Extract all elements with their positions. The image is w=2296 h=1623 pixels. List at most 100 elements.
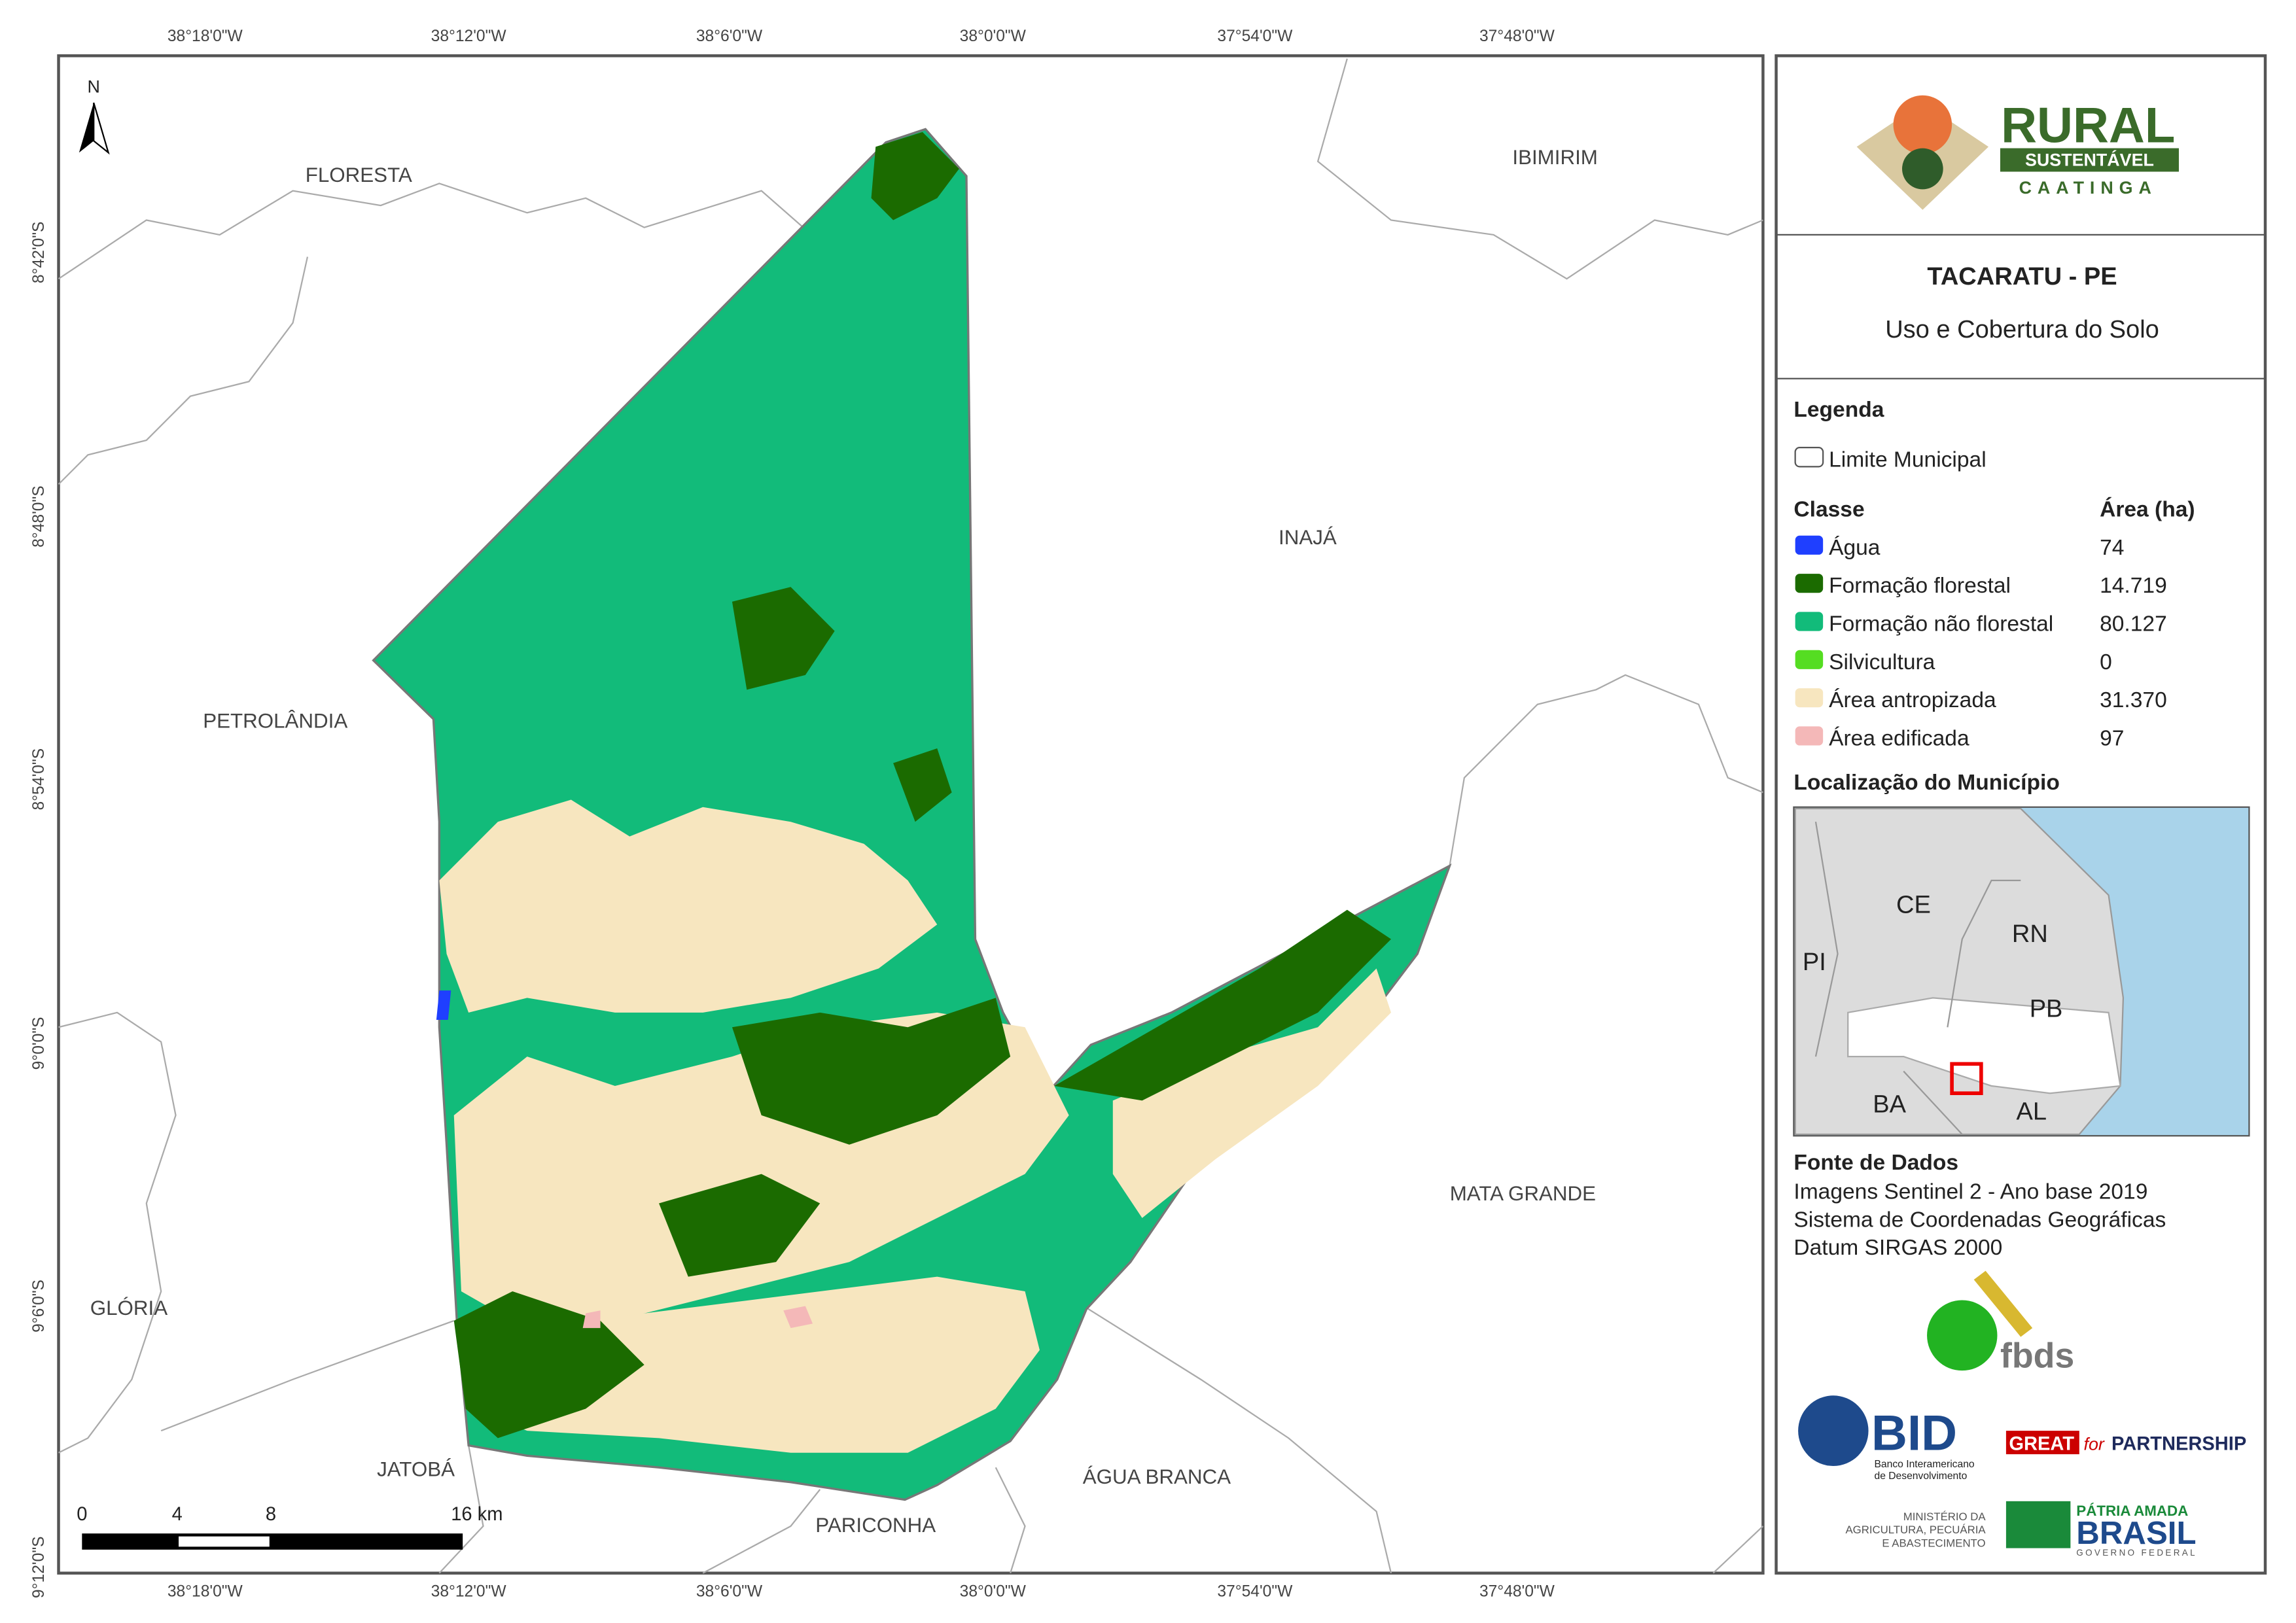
- ministry-text: E ABASTECIMENTO: [1882, 1537, 1985, 1549]
- place-label: MATA GRANDE: [1450, 1182, 1596, 1205]
- brasil-text: PÁTRIA AMADA: [2076, 1503, 2188, 1519]
- place-label: JATOBÁ: [377, 1458, 455, 1481]
- place-label: FLORESTA: [306, 164, 412, 186]
- land-cover: [436, 131, 1391, 1453]
- sources-line: Sistema de Coordenadas Geográficas: [1793, 1208, 2166, 1232]
- great-text: GREAT: [2009, 1433, 2074, 1454]
- bid-name: Banco Interamericano: [1874, 1459, 1974, 1470]
- legend-swatch: [1795, 726, 1824, 746]
- legend-area: 97: [2100, 727, 2124, 751]
- ministry-text: AGRICULTURA, PECUÁRIA: [1845, 1524, 1986, 1536]
- scale-label: 8: [266, 1504, 276, 1525]
- lon-tick: 38°6'0"W: [696, 27, 763, 45]
- legend-area: 74: [2100, 536, 2124, 560]
- lon-tick: 38°0'0"W: [960, 1583, 1027, 1601]
- legend-class: Formação florestal: [1829, 574, 2011, 598]
- lat-tick: 9°6'0"S: [30, 1280, 48, 1333]
- place-label: GLÓRIA: [90, 1297, 168, 1319]
- scale-label: 0: [77, 1504, 87, 1525]
- state-label: AL: [2017, 1098, 2047, 1126]
- logo-sun: [1893, 95, 1952, 154]
- lon-tick: 38°6'0"W: [696, 1583, 763, 1601]
- panel-subtitle: Uso e Cobertura do Solo: [1885, 316, 2159, 343]
- bid-logo: [1798, 1395, 1869, 1466]
- lat-tick: 9°0'0"S: [30, 1017, 48, 1070]
- legend-class: Formação não florestal: [1829, 612, 2053, 637]
- lat-tick: 8°42'0"S: [30, 222, 48, 284]
- legend-class: Área edificada: [1829, 727, 1969, 751]
- legend-rows: Água 74 Formação florestal 14.719 Formação n…: [1795, 535, 2167, 751]
- legend-swatch: [1795, 688, 1824, 708]
- legend-heading: Legenda: [1793, 398, 1884, 422]
- lon-tick: 37°48'0"W: [1479, 27, 1555, 45]
- sources-line: Datum SIRGAS 2000: [1793, 1236, 2002, 1260]
- lat-tick: 9°12'0"S: [30, 1536, 48, 1598]
- scale-bar: [82, 1533, 463, 1550]
- state-label: RN: [2012, 920, 2048, 948]
- fbds-logo: [1973, 1270, 2033, 1337]
- lon-tick: 38°18'0"W: [168, 27, 243, 45]
- lon-tick: 37°48'0"W: [1479, 1583, 1555, 1601]
- north-arrow: [93, 102, 110, 155]
- sources-heading: Fonte de Dados: [1793, 1151, 1958, 1175]
- sources-line: Imagens Sentinel 2 - Ano base 2019: [1793, 1180, 2147, 1204]
- boundary-swatch: [1794, 447, 1824, 468]
- legend-class-header: Classe: [1793, 498, 1864, 522]
- bid-name: de Desenvolvimento: [1874, 1471, 1967, 1482]
- legend-swatch: [1795, 612, 1824, 631]
- scale-label: 16 km: [451, 1504, 503, 1525]
- legend-swatch: [1795, 650, 1824, 669]
- side-panel: RURAL SUSTENTÁVEL CAATINGA TACARATU - PE…: [1775, 54, 2267, 1575]
- place-label: IBIMIRIM: [1512, 146, 1598, 169]
- great-logo: [2005, 1431, 2079, 1455]
- fbds-text: fbds: [2000, 1336, 2074, 1376]
- place-label: PETROLÂNDIA: [203, 710, 347, 733]
- brasil-flag: [2005, 1501, 2071, 1548]
- legend-swatch: [1795, 535, 1824, 555]
- state-label: CE: [1896, 891, 1931, 918]
- logo-band: [2000, 148, 2179, 172]
- lon-tick: 37°54'0"W: [1217, 27, 1293, 45]
- lat-tick: 8°48'0"S: [30, 485, 48, 548]
- lon-tick: 37°54'0"W: [1217, 1583, 1293, 1601]
- legend-area: 0: [2100, 650, 2112, 674]
- place-label: ÁGUA BRANCA: [1083, 1465, 1231, 1488]
- legend-boundary: Limite Municipal: [1829, 447, 1987, 472]
- legend-area: 80.127: [2100, 612, 2167, 637]
- legend-area: 14.719: [2100, 574, 2167, 598]
- legend-class: Silvicultura: [1829, 650, 1935, 674]
- inset-state: [1847, 997, 2121, 1094]
- map-frame: 38°18'0"W 38°12'0"W 38°6'0"W 38°0'0"W 37…: [30, 27, 1765, 1601]
- scale-bar: [179, 1536, 270, 1547]
- legend-area-header: Área (ha): [2100, 497, 2195, 522]
- logo-tag: CAATINGA: [2019, 178, 2157, 198]
- great-text: for: [2084, 1434, 2105, 1454]
- legend-class: Água: [1829, 536, 1881, 560]
- brasil-text: GOVERNO FEDERAL: [2076, 1548, 2197, 1558]
- legend-class: Área antropizada: [1829, 688, 1996, 712]
- lat-tick: 8°54'0"S: [30, 748, 48, 811]
- state-label: PB: [2030, 996, 2063, 1023]
- ministry-text: MINISTÉRIO DA: [1903, 1510, 1987, 1523]
- state-label: BA: [1873, 1091, 1906, 1118]
- fbds-logo: [1927, 1300, 1998, 1371]
- inset-borders: [1814, 822, 2021, 1135]
- state-label: PI: [1803, 949, 1826, 976]
- legend-area: 31.370: [2100, 688, 2167, 712]
- lon-tick: 38°12'0"W: [431, 27, 507, 45]
- lon-tick: 38°18'0"W: [168, 1583, 243, 1601]
- lon-tick: 38°0'0"W: [960, 27, 1027, 45]
- panel-title: TACARATU - PE: [1927, 263, 2117, 290]
- place-label: INAJÁ: [1279, 526, 1337, 549]
- brasil-text: BRASIL: [2076, 1515, 2196, 1551]
- scale-label: 4: [172, 1504, 183, 1525]
- logo-tree: [1902, 148, 1943, 190]
- bid-text: BID: [1871, 1405, 1957, 1461]
- place-label: PARICONHA: [815, 1514, 936, 1537]
- lon-tick: 38°12'0"W: [431, 1583, 507, 1601]
- inset-locator: [1950, 1062, 1983, 1096]
- north-arrow-label: N: [88, 77, 100, 96]
- logo-subtitle: SUSTENTÁVEL: [2025, 149, 2154, 169]
